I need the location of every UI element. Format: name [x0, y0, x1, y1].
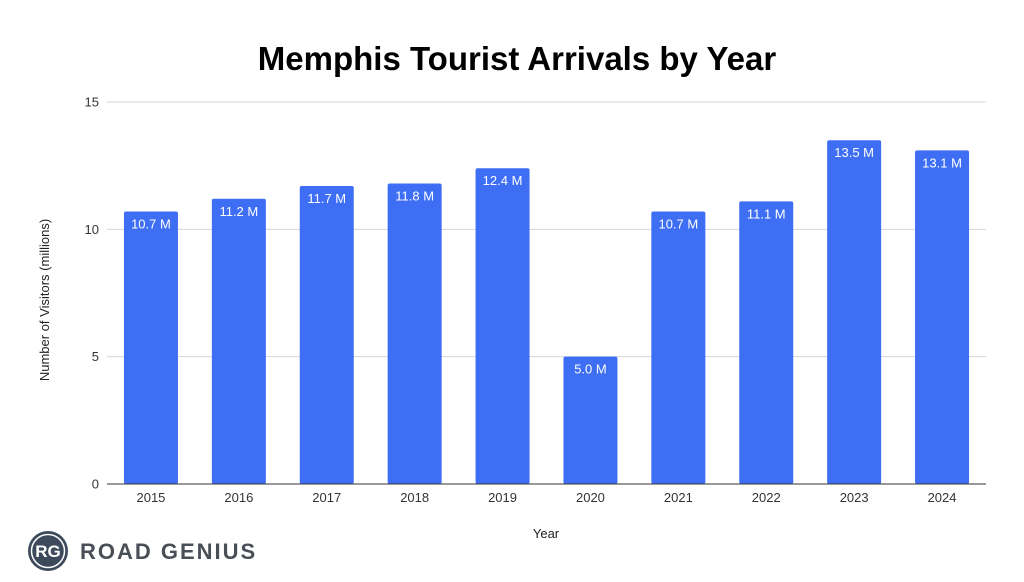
- bar-2020: [563, 356, 618, 484]
- x-tick-label-2018: 2018: [400, 490, 429, 505]
- data-label-2021: 10.7 M: [658, 217, 698, 232]
- road-genius-logo: RG ROAD GENIUS: [28, 531, 257, 571]
- x-tick-label-2020: 2020: [576, 490, 605, 505]
- data-labels: 10.7 M 11.2 M 11.7 M 11.8 M 12.4 M 5.0 M 10.7 …: [131, 145, 962, 376]
- logo-badge-icon: [28, 531, 68, 571]
- x-tick-label-2016: 2016: [224, 490, 253, 505]
- x-tick-label-2021: 2021: [664, 490, 693, 505]
- bar-2019: [475, 168, 530, 485]
- x-tick-label-2015: 2015: [136, 490, 165, 505]
- x-tick-label-2024: 2024: [928, 490, 957, 505]
- data-label-2024: 13.1 M: [922, 155, 962, 170]
- bar-2015: [123, 211, 178, 485]
- bar-2018: [387, 183, 442, 484]
- data-label-2016: 11.2 M: [219, 204, 258, 219]
- y-tick-label: 15: [85, 95, 99, 110]
- bars: [123, 140, 970, 485]
- logo-badge-ring: [30, 533, 66, 569]
- y-tick-label: 5: [92, 349, 99, 364]
- x-axis-label: Year: [533, 526, 560, 541]
- bar-2023: [827, 140, 882, 484]
- data-label-2022: 11.1 M: [747, 206, 786, 221]
- data-label-2020: 5.0 M: [574, 362, 607, 377]
- x-tick-label-2022: 2022: [752, 490, 781, 505]
- x-tick-label-2019: 2019: [488, 490, 517, 505]
- bar-2017: [299, 186, 354, 485]
- chart-title: Memphis Tourist Arrivals by Year: [258, 40, 777, 77]
- bar-2021: [651, 211, 706, 485]
- y-axis-label: Number of Visitors (millions): [37, 219, 52, 381]
- x-tick-label-2023: 2023: [840, 490, 869, 505]
- y-axis-ticks: 0 5 10 15: [85, 95, 99, 492]
- data-label-2019: 12.4 M: [483, 173, 523, 188]
- bar-2024: [915, 150, 970, 485]
- y-tick-label: 0: [92, 477, 99, 492]
- bar-2016: [211, 198, 266, 485]
- x-tick-label-2017: 2017: [312, 490, 341, 505]
- x-axis-ticks: 2015 2016 2017 2018 2019 2020 2021 2022 2023 2024: [136, 490, 956, 505]
- bar-2022: [739, 201, 794, 484]
- logo-monogram: RG: [35, 542, 61, 561]
- data-label-2017: 11.7 M: [307, 191, 346, 206]
- data-label-2018: 11.8 M: [395, 188, 434, 203]
- data-label-2015: 10.7 M: [131, 217, 171, 232]
- y-tick-label: 10: [85, 222, 99, 237]
- data-label-2023: 13.5 M: [834, 145, 874, 160]
- logo-text: ROAD GENIUS: [80, 539, 257, 564]
